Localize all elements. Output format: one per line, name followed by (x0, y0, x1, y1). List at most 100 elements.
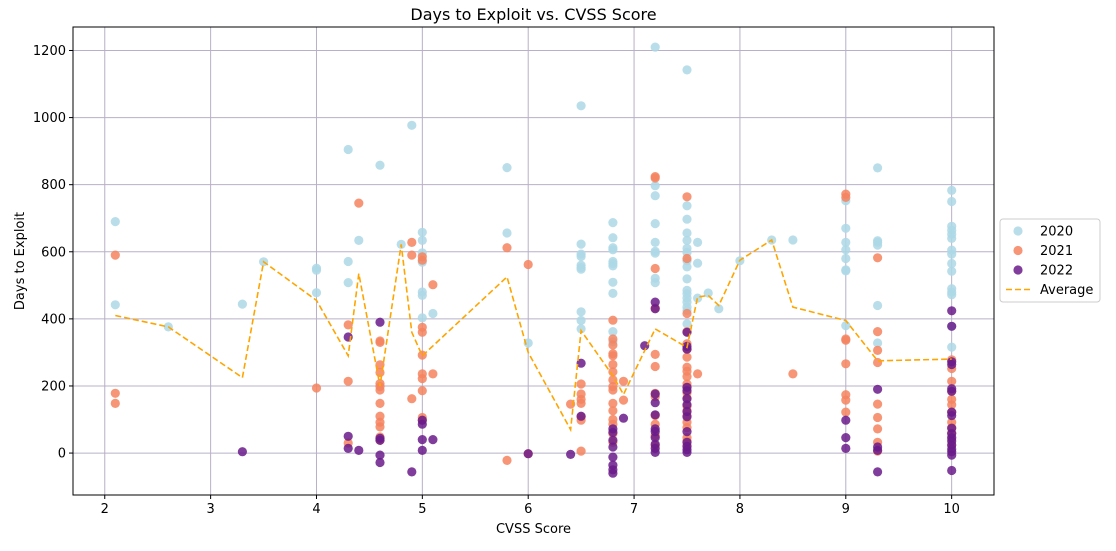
point-2021 (417, 386, 427, 396)
x-tick-label: 10 (943, 502, 960, 517)
point-2020 (682, 201, 692, 211)
point-2021 (375, 398, 385, 408)
point-2022 (417, 445, 427, 455)
point-2022 (343, 443, 353, 453)
point-2020 (947, 233, 957, 243)
point-2022 (841, 443, 851, 453)
point-2020 (947, 266, 957, 276)
point-2020 (947, 249, 957, 259)
point-2022 (576, 358, 586, 368)
point-2022 (873, 445, 883, 455)
x-tick-label: 9 (842, 502, 850, 517)
point-2020 (608, 288, 618, 298)
point-2020 (682, 274, 692, 284)
point-2021 (608, 359, 618, 370)
point-2020 (841, 245, 851, 255)
legend-swatch (1013, 245, 1023, 256)
point-2021 (576, 446, 586, 456)
point-2022 (650, 297, 660, 307)
point-2020 (693, 237, 703, 247)
point-2020 (311, 288, 322, 298)
point-2021 (375, 337, 385, 347)
point-2020 (608, 245, 618, 255)
point-2020 (650, 248, 660, 258)
point-2021 (873, 399, 883, 409)
point-2021 (693, 369, 703, 379)
point-2021 (608, 406, 618, 416)
point-2021 (343, 376, 353, 386)
point-2021 (873, 327, 883, 337)
point-2021 (375, 422, 385, 432)
point-2020 (682, 228, 692, 238)
point-2021 (576, 398, 586, 408)
point-2022 (523, 449, 533, 459)
point-2022 (417, 435, 427, 445)
point-2022 (682, 427, 692, 437)
point-2020 (873, 300, 883, 311)
point-2020 (650, 191, 660, 201)
point-2021 (608, 315, 618, 325)
point-2020 (608, 277, 618, 287)
x-tick-label: 8 (736, 502, 744, 517)
x-tick-label: 7 (630, 502, 638, 517)
point-2021 (608, 375, 618, 385)
point-2020 (110, 217, 120, 227)
point-2021 (788, 369, 798, 379)
point-2021 (682, 192, 692, 202)
point-2021 (110, 250, 120, 260)
point-2021 (682, 352, 692, 362)
legend-label: Average (1040, 283, 1093, 298)
point-2020 (650, 181, 660, 191)
point-2021 (110, 388, 120, 398)
point-2022 (650, 398, 660, 408)
point-2020 (873, 338, 883, 348)
point-2022 (417, 419, 427, 429)
point-2022 (343, 431, 353, 441)
y-axis-label: Days to Exploit (13, 212, 28, 310)
point-2020 (576, 315, 586, 326)
point-2022 (407, 467, 417, 477)
point-2022 (650, 389, 660, 399)
point-2021 (375, 385, 385, 395)
point-2022 (947, 410, 957, 421)
point-2020 (576, 251, 586, 262)
point-2020 (417, 290, 427, 300)
point-2020 (311, 265, 322, 275)
point-2020 (110, 300, 120, 310)
point-2020 (428, 308, 438, 319)
point-2021 (417, 374, 427, 384)
point-2021 (576, 379, 586, 389)
point-2021 (311, 383, 322, 393)
point-2021 (354, 198, 364, 208)
chart-title: Days to Exploit vs. CVSS Score (410, 5, 656, 24)
point-2020 (703, 288, 713, 298)
point-2021 (841, 395, 851, 405)
point-2020 (873, 240, 883, 250)
point-2020 (608, 233, 618, 243)
x-tick-label: 4 (312, 502, 320, 517)
y-tick-label: 1200 (33, 44, 66, 59)
point-2022 (650, 447, 660, 457)
point-2021 (343, 320, 353, 330)
point-2022 (682, 412, 692, 422)
point-2020 (576, 307, 586, 317)
point-2021 (873, 357, 883, 368)
legend-label: 2021 (1040, 244, 1073, 259)
point-2020 (682, 65, 692, 75)
x-tick-label: 6 (524, 502, 532, 517)
point-2022 (608, 435, 618, 445)
point-2021 (682, 372, 692, 382)
point-2020 (650, 219, 660, 229)
point-2020 (608, 218, 618, 228)
point-2021 (428, 280, 438, 290)
point-2020 (502, 228, 512, 238)
point-2022 (947, 321, 957, 331)
point-2021 (110, 398, 120, 408)
point-2021 (618, 395, 629, 405)
plot-area (73, 27, 994, 495)
point-2022 (608, 468, 618, 478)
point-2022 (650, 410, 660, 420)
point-2020 (788, 235, 798, 245)
legend-box (999, 218, 1101, 303)
y-tick-label: 0 (58, 447, 66, 462)
